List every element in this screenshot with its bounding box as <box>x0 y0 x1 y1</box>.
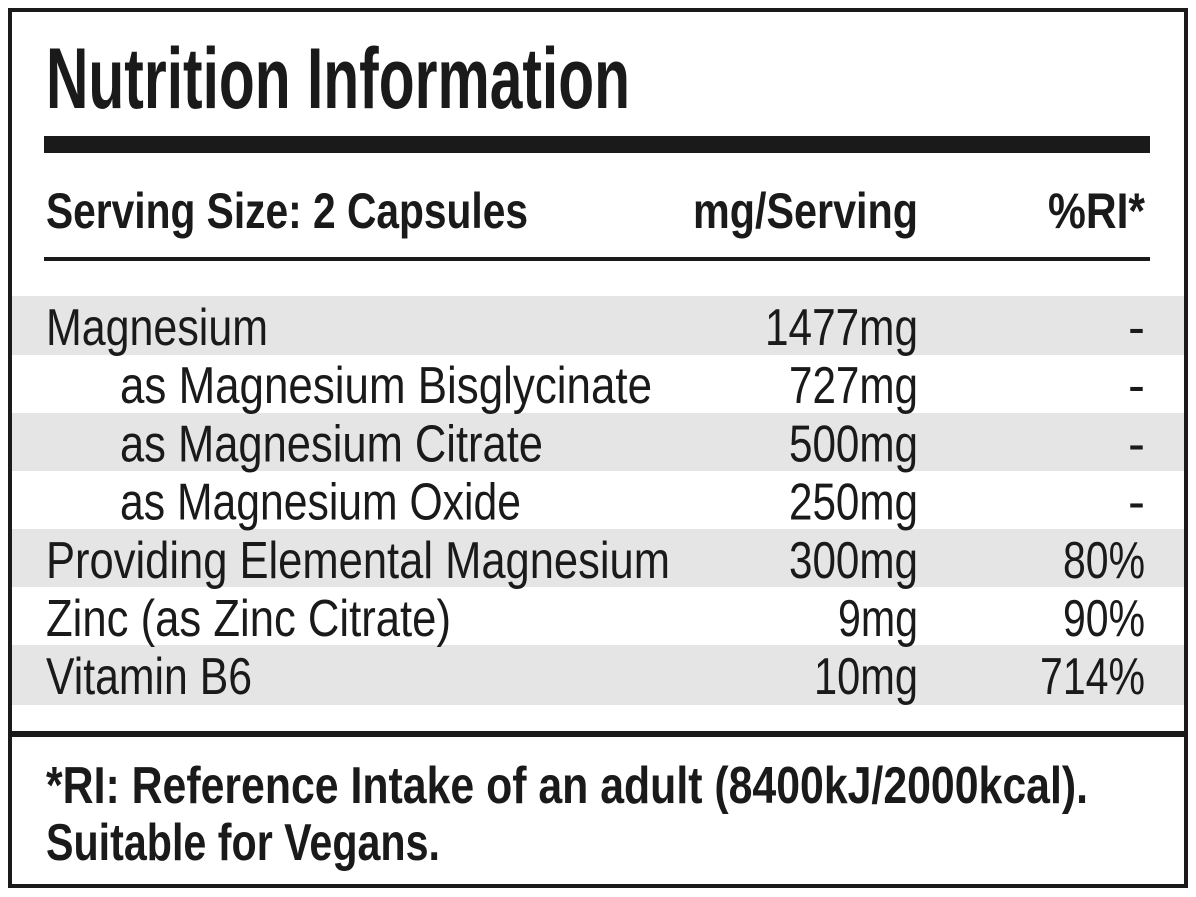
row-band <box>12 645 1184 705</box>
nutrient-amount: 1477mg <box>765 299 918 357</box>
nutrient-name: Zinc (as Zinc Citrate) <box>46 590 451 648</box>
nutrient-ri: 714% <box>1040 648 1145 706</box>
nutrient-ri: - <box>1128 299 1145 357</box>
footer-rule <box>10 731 1186 737</box>
row-band <box>12 413 1184 471</box>
nutrient-ri: 90% <box>1063 590 1145 648</box>
outer-border <box>8 8 1188 888</box>
title-rule <box>44 136 1150 153</box>
row-band <box>12 296 1184 355</box>
header-ri: %RI* <box>1048 183 1145 239</box>
nutrient-amount: 10mg <box>814 648 918 706</box>
nutrient-ri: - <box>1128 415 1145 473</box>
nutrient-name: as Magnesium Bisglycinate <box>120 357 652 415</box>
nutrient-ri: - <box>1128 474 1145 532</box>
nutrient-name: Magnesium <box>46 299 268 357</box>
nutrient-amount: 9mg <box>838 590 918 648</box>
header-amount: mg/Serving <box>693 183 918 239</box>
nutrient-amount: 300mg <box>789 532 918 590</box>
nutrient-amount: 500mg <box>789 415 918 473</box>
header-serving: Serving Size: 2 Capsules <box>46 183 528 239</box>
nutrient-amount: 250mg <box>789 474 918 532</box>
rows: Magnesium 1477mg - as Magnesium Bisglycinat… <box>46 299 1145 706</box>
nutrient-name: as Magnesium Citrate <box>120 415 543 473</box>
header-rule <box>44 257 1150 261</box>
footer-note: Suitable for Vegans. <box>46 814 440 872</box>
nutrient-ri: - <box>1128 357 1145 415</box>
nutrient-name: as Magnesium Oxide <box>120 474 521 532</box>
nutrient-name: Providing Elemental Magnesium <box>46 532 670 590</box>
nutrient-name: Vitamin B6 <box>46 648 252 706</box>
nutrient-amount: 727mg <box>789 357 918 415</box>
footer-note: *RI: Reference Intake of an adult (8400k… <box>46 757 1088 815</box>
title: Nutrition Information <box>46 31 630 127</box>
row-band <box>12 529 1184 587</box>
nutrient-ri: 80% <box>1063 532 1145 590</box>
